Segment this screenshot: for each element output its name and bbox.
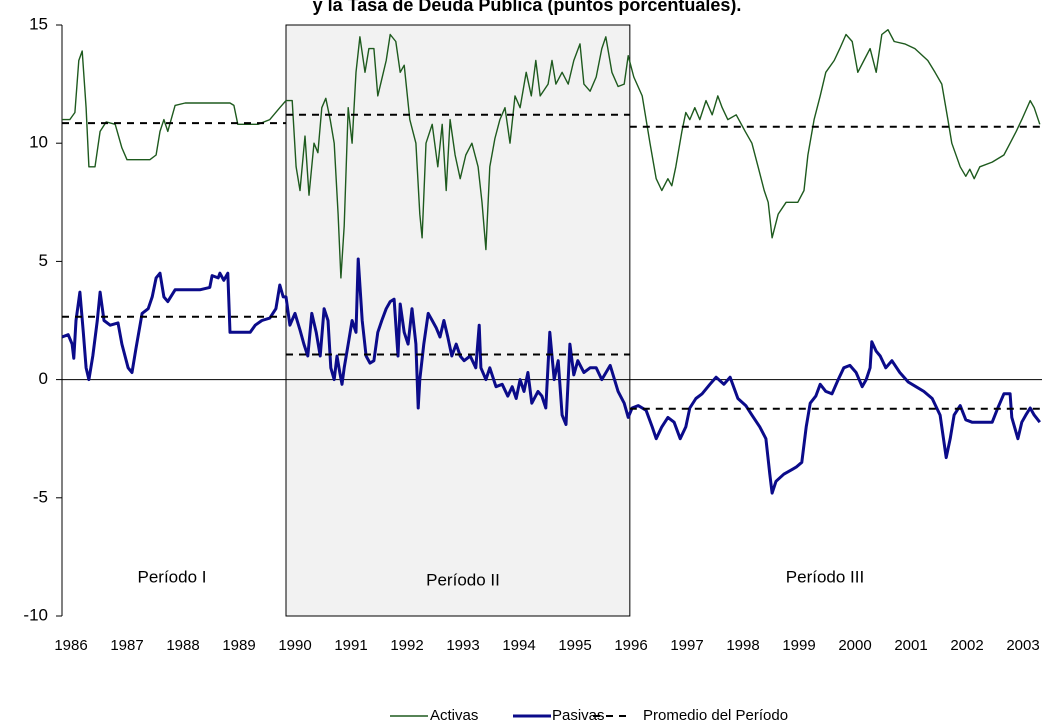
x-tick-label: 1986 [54,637,87,654]
y-tick-label: 5 [39,251,48,270]
legend-label: Pasivas [552,707,605,724]
period-label: Período III [786,567,864,586]
x-tick-label: 1987 [110,637,143,654]
y-tick-label: -10 [23,605,48,624]
y-tick-label: 15 [29,14,48,33]
series-line [62,29,1041,279]
x-tick-label: 2003 [1006,637,1039,654]
x-tick-label: 2002 [950,637,983,654]
x-tick-label: 1999 [782,637,815,654]
chart-title: y la Tasa de Deuda Pública (puntos porce… [313,0,742,15]
legend-label: Activas [430,707,478,724]
x-tick-label: 2001 [894,637,927,654]
x-tick-label: 1988 [166,637,199,654]
y-tick-label: -5 [33,487,48,506]
x-tick-label: 1995 [558,637,591,654]
legend-label: Promedio del Período [643,707,788,724]
y-tick-label: 0 [39,369,48,388]
y-tick-label: 10 [29,133,48,152]
x-tick-label: 1997 [670,637,703,654]
x-tick-label: 1991 [334,637,367,654]
x-tick-label: 1998 [726,637,759,654]
period-label: Período II [426,570,500,589]
x-tick-label: 1990 [278,637,311,654]
series-line [61,257,1041,495]
series-line [62,113,1042,410]
shaded-period [285,24,631,617]
x-tick-label: 1992 [390,637,423,654]
x-tick-label: 1989 [222,637,255,654]
x-tick-label: 1993 [446,637,479,654]
x-tick-label: 2000 [838,637,871,654]
period-label: Período I [138,567,207,586]
x-tick-label: 1996 [614,637,647,654]
x-tick-label: 1994 [502,637,535,654]
